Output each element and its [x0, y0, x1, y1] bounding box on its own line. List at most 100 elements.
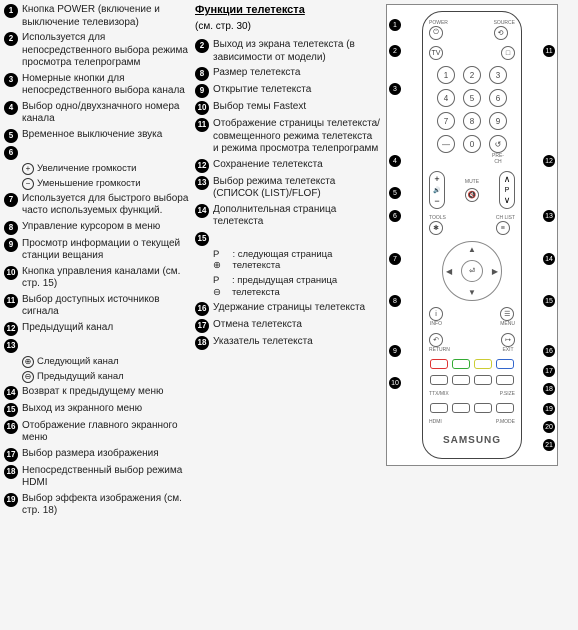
subline: ⊖Предыдущий канал	[22, 371, 189, 383]
source-label: SOURCE	[494, 20, 515, 26]
bullet-icon: 9	[195, 84, 209, 98]
arrow-left-icon: ◀	[446, 267, 452, 276]
callout-icon: 2	[389, 45, 401, 57]
tv-button: TV	[429, 46, 443, 60]
bullet-icon: 12	[195, 159, 209, 173]
list-item: 3Номерные кнопки для непосредственного в…	[4, 73, 189, 98]
vol-up-icon: +	[434, 174, 439, 184]
info-label: INFO	[429, 321, 443, 327]
item-text: Указатель телетекста	[213, 336, 380, 349]
item-text: Сохранение телетекста	[213, 159, 380, 172]
tools-button: ✱	[429, 221, 443, 235]
brand-label: SAMSUNG	[443, 435, 501, 446]
callout-icon: 3	[389, 83, 401, 95]
mute-button: 🔇	[465, 188, 479, 202]
bottom-labels-1: TTX/MIX P.SIZE	[429, 391, 515, 397]
item-text: Выход из экранного меню	[22, 403, 189, 416]
menu-button: ☰	[500, 307, 514, 321]
bullet-icon: 15	[195, 232, 209, 246]
subline: ⊕Следующий канал	[22, 356, 189, 368]
aux-button: □	[501, 46, 515, 60]
subline-text: Уменьшение громкости	[37, 178, 141, 190]
ch-up-icon: ∧	[504, 174, 511, 185]
list-item: 13	[4, 339, 189, 353]
list-item: 10Кнопка управления каналами (см. стр. 1…	[4, 266, 189, 291]
remote-frame: 1 2 3 4 5 6 7 8 9 10 11 12 13 14 15 16 1…	[386, 4, 558, 466]
exit-label: EXIT	[501, 347, 515, 353]
list-item: 12 Сохранение телетекста	[195, 159, 380, 173]
list-item: 15	[195, 232, 380, 246]
list-item: 16Удержание страницы телетекста	[195, 302, 380, 316]
p-label: P	[505, 187, 510, 194]
bullet-icon: 6	[4, 146, 18, 160]
num-6-button: 6	[489, 89, 507, 107]
color-row	[429, 359, 515, 369]
callout-icon: 16	[543, 345, 555, 357]
volume-rocker: + 🔊 −	[429, 171, 445, 209]
exit-button: ↦	[501, 333, 515, 347]
bullet-icon: 4	[4, 101, 18, 115]
bullet-icon: 7	[4, 193, 18, 207]
prech-button: ↺	[489, 135, 507, 153]
subline: −Уменьшение громкости	[22, 178, 189, 190]
red-button	[430, 359, 448, 369]
psize-label: P.SIZE	[500, 391, 515, 397]
power-label: POWER	[429, 20, 448, 26]
number-pad: 1 2 3 4 5 6 7 8 9 — 0 ↺ PRE-CH	[437, 66, 507, 165]
callout-icon: 13	[543, 210, 555, 222]
callout-icon: 14	[543, 253, 555, 265]
callout-icon: 17	[543, 365, 555, 377]
info-row: i INFO ☰ MENU	[429, 307, 515, 327]
item-text: Открытие телетекста	[213, 84, 380, 97]
bullet-icon: 10	[195, 101, 209, 115]
item-text: Непосредственный выбор режима HDMI	[22, 465, 189, 490]
list-item: 14Дополнительная страница телетекста	[195, 204, 380, 229]
column-remote: 1 2 3 4 5 6 7 8 9 10 11 12 13 14 15 16 1…	[386, 4, 558, 518]
mute-group: MUTE 🔇	[465, 179, 479, 202]
list-item: 10 Выбор темы Fastext	[195, 101, 380, 115]
chlist-button: ≡	[496, 221, 510, 235]
p-minus-icon: P ⊖	[213, 275, 229, 299]
ttxmix-button	[430, 375, 448, 385]
dash-button: —	[437, 135, 455, 153]
item-text: Дополнительная страница телетекста	[213, 204, 380, 229]
bullet-icon: 10	[4, 266, 18, 280]
return-label: RETURN	[429, 347, 450, 353]
bullet-icon: 13	[4, 339, 18, 353]
item-text: Временное выключение звука	[22, 129, 189, 142]
item-text: Выбор темы Fastext	[213, 101, 380, 114]
callout-icon: 18	[543, 383, 555, 395]
item-text: Используется для непосредственного выбор…	[22, 32, 189, 70]
item-text: Отображение главного экранного меню	[22, 420, 189, 445]
return-button: ↶	[429, 333, 443, 347]
column-left: 1 Кнопка POWER (включение и выключение те…	[4, 4, 189, 518]
source-button: ⟲	[494, 26, 508, 40]
bullet-icon: 5	[4, 129, 18, 143]
callout-icon: 15	[543, 295, 555, 307]
btn-b3	[474, 375, 492, 385]
list-item: 4Выбор одно/двухзначного номера канала	[4, 101, 189, 126]
green-button	[452, 359, 470, 369]
item-text: Выход из экрана телетекста (в зависимост…	[213, 39, 380, 64]
callout-icon: 5	[389, 187, 401, 199]
bullet-icon: 2	[4, 32, 18, 46]
menu-label: MENU	[500, 321, 515, 327]
bullet-icon: 15	[4, 403, 18, 417]
bullet-icon: 1	[4, 4, 18, 18]
callout-icon: 1	[389, 19, 401, 31]
num-1-button: 1	[437, 66, 455, 84]
bullet-icon: 8	[195, 67, 209, 81]
item-text: Кнопка POWER (включение и выключение тел…	[22, 4, 189, 29]
bottom-row-2	[429, 403, 515, 413]
item-text: Предыдущий канал	[22, 322, 189, 335]
subline-text: Увеличение громкости	[37, 163, 137, 175]
dpad: ▲ ▼ ◀ ▶ ⏎	[442, 241, 502, 301]
pmode-label: P.MODE	[496, 419, 515, 425]
arrow-up-icon: ▲	[468, 245, 476, 254]
minus-icon: −	[22, 178, 34, 190]
list-item: 14Возврат к предыдущему меню	[4, 386, 189, 400]
item-text: Выбор эффекта изображения (см. стр. 18)	[22, 493, 189, 518]
list-item: 5 Временное выключение звука	[4, 129, 189, 143]
blue-button	[496, 359, 514, 369]
arrow-right-icon: ▶	[492, 267, 498, 276]
